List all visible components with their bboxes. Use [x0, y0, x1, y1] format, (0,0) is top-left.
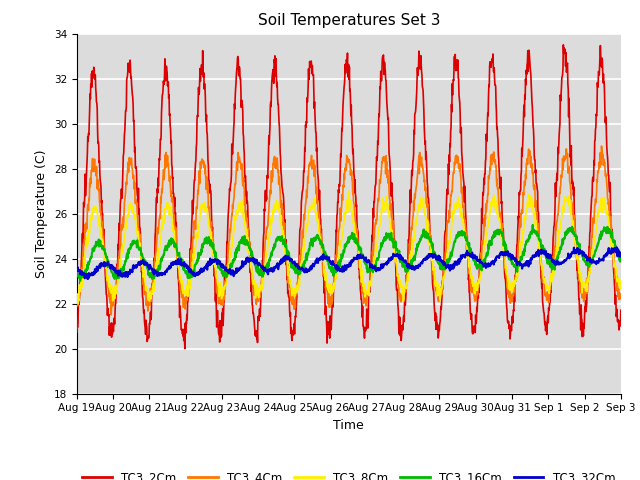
TC3_8Cm [181, 288, 189, 293]
TC3_16Cm [553, 256, 561, 262]
TC3_2Cm [180, 338, 188, 344]
TC3_2Cm [255, 318, 263, 324]
TC3_8Cm [195, 222, 202, 228]
TC3_16Cm [195, 257, 202, 263]
TC3_2Cm [434, 327, 442, 333]
Title: Soil Temperatures Set 3: Soil Temperatures Set 3 [257, 13, 440, 28]
TC3_8Cm [553, 250, 561, 255]
TC3_4Cm [195, 191, 202, 197]
Y-axis label: Soil Temperature (C): Soil Temperature (C) [35, 149, 48, 278]
TC3_8Cm [434, 281, 442, 287]
TC3_16Cm [76, 278, 84, 284]
TC3_8Cm [505, 285, 513, 290]
TC3_2Cm [73, 329, 81, 335]
Text: SI_met: SI_met [0, 479, 1, 480]
TC3_2Cm [195, 101, 202, 107]
TC3_32Cm [434, 255, 442, 261]
TC3_4Cm [598, 143, 605, 149]
TC3_8Cm [345, 188, 353, 194]
TC3_2Cm [553, 180, 561, 186]
Line: TC3_8Cm: TC3_8Cm [77, 191, 621, 303]
TC3_16Cm [73, 270, 81, 276]
TC3_16Cm [255, 271, 263, 276]
TC3_16Cm [181, 268, 189, 274]
TC3_16Cm [529, 222, 536, 228]
TC3_4Cm [553, 219, 561, 225]
TC3_4Cm [505, 291, 513, 297]
TC3_32Cm [84, 276, 92, 282]
Line: TC3_4Cm: TC3_4Cm [77, 146, 621, 315]
TC3_16Cm [617, 256, 625, 262]
TC3_32Cm [505, 252, 513, 258]
TC3_32Cm [617, 252, 625, 257]
TC3_32Cm [255, 260, 263, 265]
TC3_8Cm [74, 300, 82, 306]
Line: TC3_32Cm: TC3_32Cm [77, 247, 621, 279]
TC3_32Cm [73, 263, 81, 268]
TC3_4Cm [617, 294, 625, 300]
TC3_4Cm [255, 293, 263, 299]
TC3_4Cm [73, 301, 81, 307]
TC3_32Cm [553, 259, 561, 265]
TC3_16Cm [434, 257, 442, 263]
TC3_4Cm [434, 288, 442, 294]
TC3_2Cm [181, 346, 189, 351]
Line: TC3_16Cm: TC3_16Cm [77, 225, 621, 281]
TC3_16Cm [505, 254, 513, 260]
TC3_8Cm [617, 277, 625, 283]
TC3_8Cm [255, 285, 263, 290]
Line: TC3_2Cm: TC3_2Cm [77, 45, 621, 348]
TC3_8Cm [73, 299, 81, 305]
TC3_2Cm [617, 307, 625, 313]
X-axis label: Time: Time [333, 419, 364, 432]
TC3_2Cm [559, 42, 567, 48]
TC3_32Cm [613, 244, 621, 250]
TC3_32Cm [181, 263, 189, 269]
Legend: TC3_2Cm, TC3_4Cm, TC3_8Cm, TC3_16Cm, TC3_32Cm: TC3_2Cm, TC3_4Cm, TC3_8Cm, TC3_16Cm, TC3… [77, 466, 620, 480]
TC3_2Cm [505, 318, 513, 324]
TC3_4Cm [108, 312, 115, 318]
TC3_4Cm [181, 297, 189, 303]
TC3_32Cm [195, 272, 202, 277]
